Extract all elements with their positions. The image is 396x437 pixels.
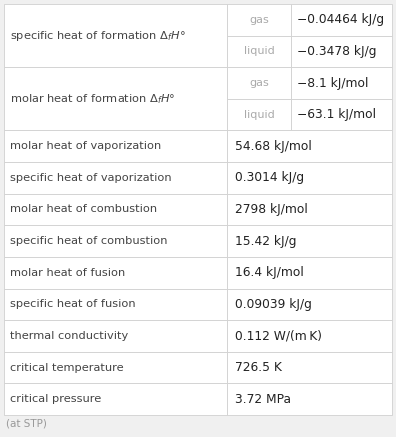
Text: 0.09039 kJ/g: 0.09039 kJ/g [235, 298, 312, 311]
Bar [4, 352, 227, 383]
Text: 3.72 MPa: 3.72 MPa [235, 393, 291, 406]
Text: gas: gas [249, 78, 269, 88]
Text: molar heat of fusion: molar heat of fusion [10, 268, 125, 278]
Bar [227, 257, 392, 288]
Bar [4, 67, 227, 131]
Text: liquid: liquid [244, 46, 274, 56]
Text: molar heat of vaporization: molar heat of vaporization [10, 141, 161, 151]
Bar [227, 383, 392, 415]
Text: −0.3478 kJ/g: −0.3478 kJ/g [297, 45, 377, 58]
Bar [4, 162, 227, 194]
Text: 0.112 W/(m K): 0.112 W/(m K) [235, 329, 322, 343]
Bar [291, 99, 392, 131]
Bar [227, 352, 392, 383]
Bar [4, 131, 227, 162]
Text: specific heat of combustion: specific heat of combustion [10, 236, 168, 246]
Bar [4, 4, 227, 67]
Text: thermal conductivity: thermal conductivity [10, 331, 128, 341]
Text: liquid: liquid [244, 110, 274, 120]
Text: specific heat of fusion: specific heat of fusion [10, 299, 135, 309]
Text: critical temperature: critical temperature [10, 363, 124, 373]
Bar [291, 35, 392, 67]
Bar [291, 4, 392, 35]
Bar [291, 67, 392, 99]
Bar [227, 194, 392, 225]
Bar [227, 162, 392, 194]
Bar [227, 320, 392, 352]
Text: 16.4 kJ/mol: 16.4 kJ/mol [235, 266, 304, 279]
Bar [227, 288, 392, 320]
Text: 2798 kJ/mol: 2798 kJ/mol [235, 203, 308, 216]
Text: molar heat of combustion: molar heat of combustion [10, 205, 157, 215]
Text: 15.42 kJ/g: 15.42 kJ/g [235, 235, 297, 248]
Bar [4, 194, 227, 225]
Bar [227, 4, 291, 35]
Text: molar heat of formation $\Delta_f H°$: molar heat of formation $\Delta_f H°$ [10, 92, 175, 106]
Text: (at STP): (at STP) [6, 419, 47, 429]
Text: −0.04464 kJ/g: −0.04464 kJ/g [297, 13, 384, 26]
Bar [4, 225, 227, 257]
Text: 0.3014 kJ/g: 0.3014 kJ/g [235, 171, 304, 184]
Bar [227, 67, 291, 99]
Bar [227, 99, 291, 131]
Bar [4, 288, 227, 320]
Bar [4, 257, 227, 288]
Text: specific heat of formation $\Delta_f H°$: specific heat of formation $\Delta_f H°$ [10, 28, 186, 43]
Bar [4, 320, 227, 352]
Bar [4, 383, 227, 415]
Text: −63.1 kJ/mol: −63.1 kJ/mol [297, 108, 376, 121]
Text: 726.5 K: 726.5 K [235, 361, 282, 374]
Bar [227, 35, 291, 67]
Text: critical pressure: critical pressure [10, 394, 101, 404]
Text: 54.68 kJ/mol: 54.68 kJ/mol [235, 140, 312, 153]
Text: specific heat of vaporization: specific heat of vaporization [10, 173, 171, 183]
Text: gas: gas [249, 15, 269, 25]
Bar [227, 131, 392, 162]
Bar [227, 225, 392, 257]
Text: −8.1 kJ/mol: −8.1 kJ/mol [297, 76, 369, 90]
